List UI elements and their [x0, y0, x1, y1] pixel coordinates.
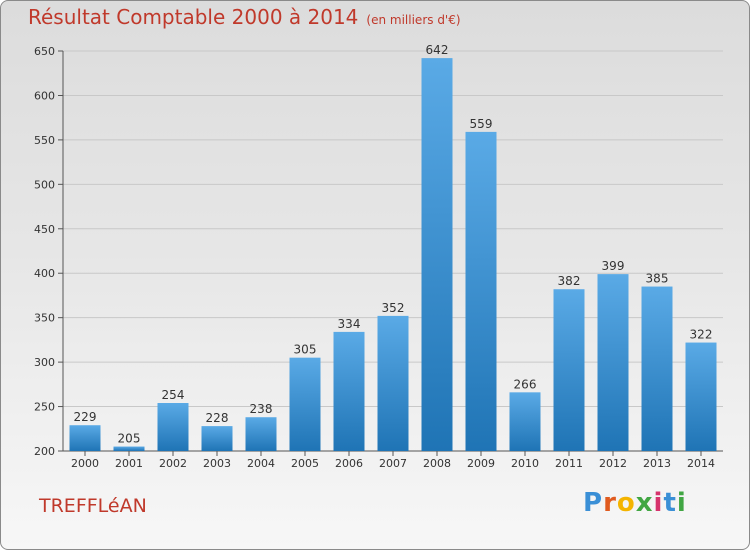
- x-tick-label-2003: 2003: [203, 457, 231, 470]
- y-tick-labels: 200 250 300 350 400 450 500 550 600 650: [34, 45, 55, 458]
- x-tick-label-2014: 2014: [687, 457, 715, 470]
- bar-2000: [69, 425, 101, 451]
- y-tick-label: 650: [34, 45, 55, 58]
- y-tick-label: 600: [34, 89, 55, 102]
- bar-2001: [113, 446, 145, 451]
- x-tick-label-2012: 2012: [599, 457, 627, 470]
- logo-letter: x: [635, 488, 654, 518]
- y-tick-label: 200: [34, 445, 55, 458]
- x-tick-label-2013: 2013: [643, 457, 671, 470]
- y-tick-label: 450: [34, 223, 55, 236]
- logo-letter: i: [676, 488, 687, 518]
- x-tick-label-2005: 2005: [291, 457, 319, 470]
- data-label-2003: 228: [206, 411, 229, 425]
- bar-2006: [333, 331, 365, 451]
- data-label-2007: 352: [382, 301, 405, 315]
- bar-2010: [509, 392, 541, 451]
- y-tick-label: 300: [34, 356, 55, 369]
- bar-2013: [641, 286, 673, 451]
- data-label-2008: 642: [426, 43, 449, 57]
- logo-letter: t: [663, 488, 677, 518]
- bar-2002: [157, 403, 189, 451]
- data-label-2005: 305: [294, 343, 317, 357]
- data-label-2010: 266: [514, 377, 537, 391]
- chart-subtitle: (en milliers d'€): [366, 13, 461, 27]
- data-label-2001: 205: [118, 432, 141, 446]
- bar-2011: [553, 289, 585, 451]
- data-label-2014: 322: [690, 328, 713, 342]
- y-tick-label: 550: [34, 134, 55, 147]
- x-tick-label-2008: 2008: [423, 457, 451, 470]
- data-label-2012: 399: [602, 259, 625, 273]
- commune-name: TREFFLéAN: [39, 495, 147, 517]
- x-tick-label-2000: 2000: [71, 457, 99, 470]
- data-label-2004: 238: [250, 402, 273, 416]
- bar-2007: [377, 315, 409, 451]
- chart-title-text: Résultat Comptable 2000 à 2014: [28, 5, 359, 29]
- logo-letter: r: [603, 488, 617, 518]
- bar-2005: [289, 357, 321, 451]
- x-tick-label-2002: 2002: [159, 457, 187, 470]
- x-tick-label-2009: 2009: [467, 457, 495, 470]
- data-label-2011: 382: [558, 274, 581, 288]
- x-tick-label-2007: 2007: [379, 457, 407, 470]
- logo-letter: i: [653, 488, 664, 518]
- bars: [69, 58, 717, 451]
- data-label-2006: 334: [338, 317, 361, 331]
- y-tick-label: 250: [34, 401, 55, 414]
- bar-2003: [201, 426, 233, 451]
- y-tick-label: 500: [34, 178, 55, 191]
- bar-2012: [597, 274, 629, 451]
- x-tick-label-2010: 2010: [511, 457, 539, 470]
- bar-2009: [465, 131, 497, 451]
- x-tick-label-2004: 2004: [247, 457, 275, 470]
- chart-title: Résultat Comptable 2000 à 2014 (en millie…: [28, 5, 461, 29]
- data-labels: 229 205 254 228 238 305 334 352 642 559 266 382 399 3…: [74, 43, 713, 445]
- data-label-2002: 254: [162, 388, 185, 402]
- x-tick-label-2006: 2006: [335, 457, 363, 470]
- y-tick-label: 400: [34, 267, 55, 280]
- bar-2014: [685, 342, 717, 451]
- data-label-2009: 559: [470, 117, 493, 131]
- logo-letter: o: [616, 488, 636, 518]
- logo-letter: P: [583, 488, 604, 518]
- y-tick-label: 350: [34, 312, 55, 325]
- x-tick-labels: 2000 2001 2002 2003 2004 2005 2006 2007 2008 2009…: [71, 457, 715, 470]
- x-tick-label-2011: 2011: [555, 457, 583, 470]
- bar-2004: [245, 417, 277, 451]
- data-label-2000: 229: [74, 410, 97, 424]
- bar-2008: [421, 58, 453, 451]
- proxiti-logo: Proxiti: [583, 488, 687, 518]
- x-tick-label-2001: 2001: [115, 457, 143, 470]
- data-label-2013: 385: [646, 272, 669, 286]
